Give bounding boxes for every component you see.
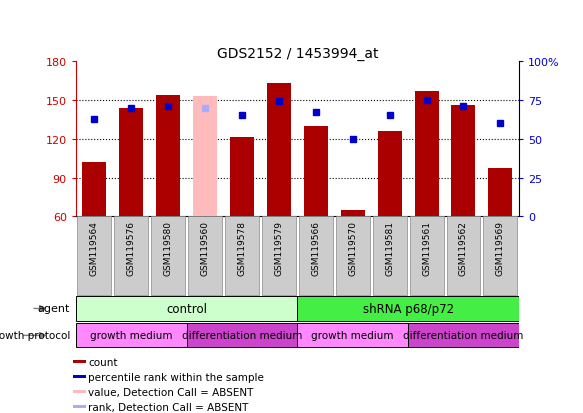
Bar	[193, 97, 217, 217]
Text: GSM119564: GSM119564	[90, 221, 99, 275]
Bar	[156, 95, 180, 217]
Bar	[76, 323, 187, 348]
Text: count: count	[88, 357, 118, 367]
Text: GSM119562: GSM119562	[459, 221, 468, 275]
Bar	[447, 217, 480, 295]
Bar	[225, 217, 259, 295]
Bar	[114, 217, 148, 295]
Text: growth medium: growth medium	[311, 330, 394, 341]
Text: GSM119560: GSM119560	[201, 221, 209, 275]
Text: control: control	[166, 302, 207, 315]
Text: GSM119580: GSM119580	[164, 221, 173, 275]
Bar	[340, 210, 365, 217]
Bar	[78, 217, 111, 295]
Bar	[451, 106, 476, 217]
Text: GSM119570: GSM119570	[348, 221, 357, 275]
Bar	[267, 84, 291, 217]
Bar	[73, 405, 86, 408]
Bar	[187, 323, 297, 348]
Text: differentiation medium: differentiation medium	[403, 330, 524, 341]
Bar	[188, 217, 222, 295]
Text: rank, Detection Call = ABSENT: rank, Detection Call = ABSENT	[88, 402, 248, 412]
Bar	[297, 297, 519, 321]
Bar	[73, 375, 86, 378]
Title: GDS2152 / 1453994_at: GDS2152 / 1453994_at	[216, 47, 378, 61]
Text: GSM119576: GSM119576	[127, 221, 136, 275]
Bar	[262, 217, 296, 295]
Bar	[297, 323, 408, 348]
Bar	[483, 217, 517, 295]
Text: GSM119578: GSM119578	[237, 221, 247, 275]
Bar	[119, 108, 143, 217]
Text: GSM119581: GSM119581	[385, 221, 394, 275]
Text: GSM119569: GSM119569	[496, 221, 505, 275]
Text: GSM119566: GSM119566	[311, 221, 320, 275]
Text: agent: agent	[37, 304, 70, 314]
Bar	[299, 217, 333, 295]
Text: GSM119579: GSM119579	[275, 221, 283, 275]
Bar	[408, 323, 519, 348]
Bar	[415, 92, 438, 217]
Bar	[489, 169, 512, 217]
Text: GSM119561: GSM119561	[422, 221, 431, 275]
Text: percentile rank within the sample: percentile rank within the sample	[88, 372, 264, 382]
Text: growth medium: growth medium	[90, 330, 173, 341]
Bar	[151, 217, 185, 295]
Bar	[230, 138, 254, 217]
Bar	[82, 163, 106, 217]
Text: shRNA p68/p72: shRNA p68/p72	[363, 302, 454, 315]
Text: differentiation medium: differentiation medium	[182, 330, 302, 341]
Bar	[373, 217, 406, 295]
Bar	[76, 297, 297, 321]
Bar	[304, 126, 328, 217]
Bar	[73, 360, 86, 363]
Bar	[378, 132, 402, 217]
Text: value, Detection Call = ABSENT: value, Detection Call = ABSENT	[88, 387, 254, 397]
Text: growth protocol: growth protocol	[0, 330, 70, 341]
Bar	[336, 217, 370, 295]
Bar	[73, 390, 86, 393]
Bar	[410, 217, 444, 295]
